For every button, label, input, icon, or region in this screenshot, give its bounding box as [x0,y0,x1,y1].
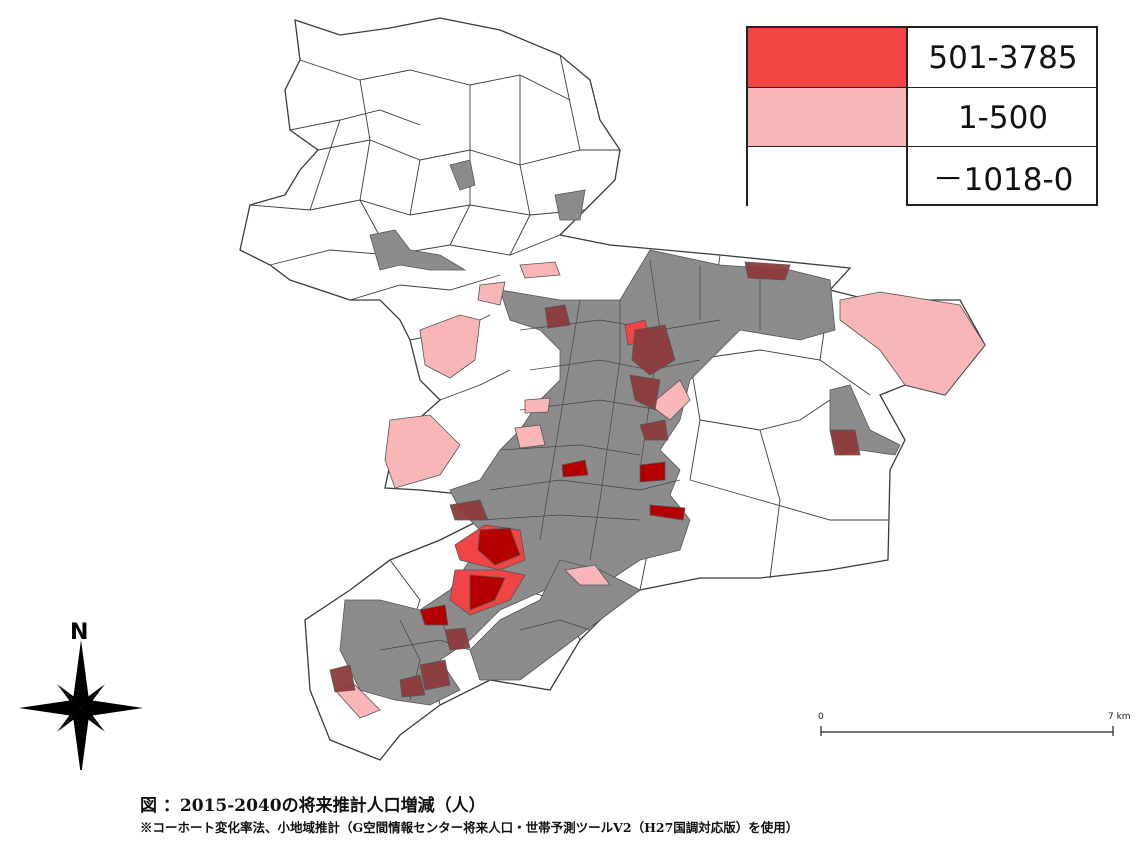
figure-caption: 図 ：2015-2040の将来推計人口増減（人） [140,796,486,816]
scale-start-label: 0 [818,712,824,722]
legend-swatch-high [748,28,908,87]
legend-row-low: －1018-0 [748,146,1096,206]
compass-star-icon [19,640,143,770]
legend-row-mid: 1-500 [748,87,1096,147]
scale-bar [820,726,1114,736]
legend-label-high: 501-3785 [928,39,1078,76]
light-pink-areas [334,261,986,719]
legend-label-low: －1018-0 [932,162,1074,198]
legend-label-mid: 1-500 [957,99,1049,136]
map-legend: 501-3785 1-500 －1018-0 [746,26,1098,206]
dark-red-areas [419,459,686,626]
legend-swatch-low [748,147,908,206]
north-label: N [70,620,89,645]
scale-end-label: 7 km [1108,712,1131,722]
figure-note: ※コーホート変化率法、小地域推計（G空間情報センター将来人口・世帯予測ツールV2… [140,820,799,835]
legend-row-high: 501-3785 [748,28,1096,87]
overlap-red-areas [329,261,861,698]
legend-swatch-mid [748,88,908,147]
